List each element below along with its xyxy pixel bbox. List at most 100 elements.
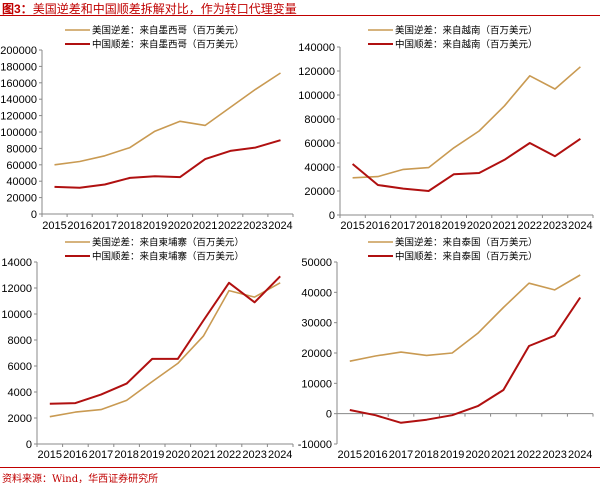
y-tick-label: 20000 [304, 186, 335, 198]
x-tick-label: 2015 [42, 220, 66, 232]
legend-label: 美国逆差：来自柬埔寨（百万美元） [92, 237, 244, 249]
x-tick-label: 2017 [93, 220, 117, 232]
y-tick-label: 80000 [6, 143, 37, 155]
y-tick-label: 12000 [1, 283, 32, 295]
x-tick-label: 2018 [416, 220, 440, 232]
x-tick-label: 2024 [568, 449, 592, 461]
y-tick-label: 0 [326, 409, 332, 421]
legend-label: 中国顺差：来自墨西哥（百万美元） [92, 39, 244, 51]
x-tick-label: 2020 [467, 220, 491, 232]
y-tick-label: 0 [329, 210, 335, 222]
x-tick-label: 2023 [543, 220, 567, 232]
y-tick-label: 140000 [0, 94, 37, 106]
chart-panel-3: 0 2000 4000 6000 8000 10000 12000 14000 2015 2016… [1, 237, 294, 461]
chart-panel-1: 0 20000 40000 60000 80000 100000 120000 140000 1… [0, 25, 294, 232]
y-tick-label: 140000 [298, 42, 335, 54]
x-tick-label: 2017 [391, 220, 415, 232]
x-tick-label: 2021 [191, 449, 215, 461]
y-tick-label: 4000 [8, 387, 32, 399]
x-tick-label: 2019 [143, 220, 167, 232]
legend-label: 中国顺差：来自越南（百万美元） [395, 39, 538, 51]
x-tick-label: 2015 [340, 220, 364, 232]
cn-series-line [54, 139, 281, 189]
x-tick-label: 2019 [140, 449, 164, 461]
cn-series-line [49, 275, 281, 405]
x-tick-label: 2022 [518, 220, 542, 232]
chart-panel-4: -10000 0 10000 20000 30000 40000 50000 2015 2016… [298, 237, 594, 461]
y-tick-label: 8000 [8, 335, 32, 347]
cn-series-line [351, 137, 581, 192]
y-tick-label: 180000 [0, 61, 37, 73]
figure-label: 图3： [2, 2, 33, 16]
us-series-line [54, 72, 281, 166]
x-tick-label: 2021 [492, 220, 516, 232]
x-tick-label: 2015 [38, 449, 62, 461]
x-tick-label: 2024 [268, 220, 292, 232]
x-tick-label: 2022 [218, 220, 242, 232]
y-tick-label: 100000 [298, 90, 335, 102]
figure-title-text: 美国逆差和中国顺差拆解对比，作为转口代理变量 [32, 2, 297, 16]
legend-label: 中国顺差：来自柬埔寨（百万美元） [92, 251, 244, 263]
y-tick-label: 2000 [8, 413, 32, 425]
x-tick-label: 2017 [389, 449, 413, 461]
x-tick-label: 2021 [491, 449, 515, 461]
x-tick-label: 2016 [67, 220, 91, 232]
legend-label: 美国逆差：来自墨西哥（百万美元） [92, 25, 244, 37]
cn-series-line [349, 296, 582, 424]
source-rule [0, 467, 600, 468]
y-tick-label: 120000 [0, 111, 37, 123]
x-tick-label: 2023 [242, 449, 266, 461]
y-tick-label: 200000 [0, 45, 37, 57]
y-tick-label: 160000 [0, 78, 37, 90]
y-tick-label: 100000 [0, 127, 37, 139]
us-series-line [49, 282, 281, 418]
x-tick-label: 2017 [89, 449, 113, 461]
x-tick-label: 2020 [166, 449, 190, 461]
legend-label: 中国顺差：来自泰国（百万美元） [395, 251, 538, 263]
x-tick-label: 2016 [63, 449, 87, 461]
x-tick-label: 2022 [517, 449, 541, 461]
y-tick-label: 6000 [8, 361, 32, 373]
y-tick-label: 30000 [301, 318, 332, 330]
us-series-line [349, 274, 581, 362]
x-tick-label: 2020 [466, 449, 490, 461]
x-tick-label: 2022 [217, 449, 241, 461]
y-tick-label: 120000 [298, 66, 335, 78]
x-tick-label: 2018 [414, 449, 438, 461]
x-tick-label: 2024 [268, 449, 292, 461]
figure-title: 图3：美国逆差和中国顺差拆解对比，作为转口代理变量 [2, 0, 297, 17]
source-note: 资料来源：Wind，华西证券研究所 [2, 474, 159, 483]
x-tick-label: 2018 [118, 220, 142, 232]
us-series-line [352, 66, 581, 179]
x-tick-label: 2023 [243, 220, 267, 232]
x-tick-label: 2021 [193, 220, 217, 232]
x-tick-label: 2024 [568, 220, 592, 232]
y-tick-label: 40000 [6, 176, 37, 188]
legend-label: 美国逆差：来自泰国（百万美元） [395, 237, 538, 249]
x-tick-label: 2016 [363, 449, 387, 461]
title-rule [0, 15, 600, 16]
x-tick-label: 2019 [440, 449, 464, 461]
y-tick-label: 10000 [1, 309, 32, 321]
y-tick-label: 60000 [6, 160, 37, 172]
x-tick-label: 2019 [442, 220, 466, 232]
y-tick-label: 0 [31, 209, 37, 221]
y-tick-label: 20000 [301, 348, 332, 360]
x-tick-label: 2016 [366, 220, 390, 232]
y-tick-label: -10000 [298, 439, 332, 451]
y-tick-label: 60000 [304, 138, 335, 150]
x-tick-label: 2020 [168, 220, 192, 232]
y-tick-label: 40000 [301, 287, 332, 299]
y-tick-label: 40000 [304, 162, 335, 174]
x-tick-label: 2018 [114, 449, 138, 461]
chart-panel-2: 0 20000 40000 60000 80000 100000 120000 140000 2… [298, 25, 594, 232]
y-tick-label: 14000 [1, 257, 32, 269]
y-tick-label: 50000 [301, 257, 332, 269]
y-tick-label: 0 [26, 439, 32, 451]
legend-label: 美国逆差：来自越南（百万美元） [395, 25, 538, 37]
x-tick-label: 2015 [338, 449, 362, 461]
x-tick-label: 2023 [542, 449, 566, 461]
y-tick-label: 10000 [301, 378, 332, 390]
